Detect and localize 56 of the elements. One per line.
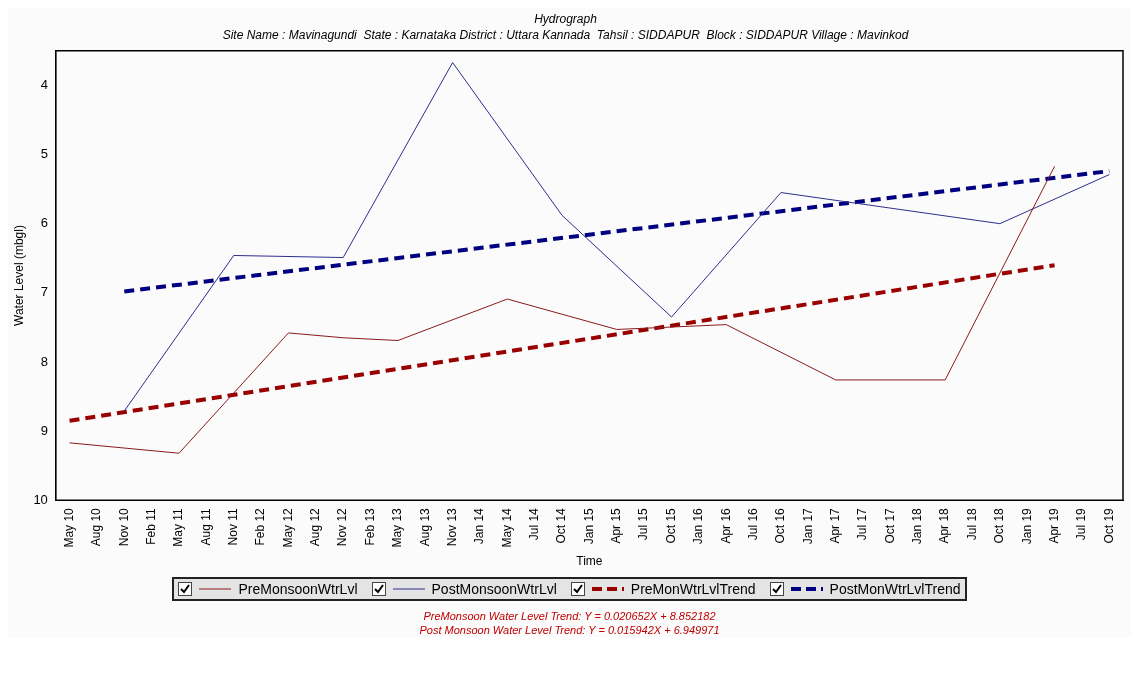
legend-label: PostMonsoonWtrLvl [431,581,557,597]
x-tick-label: May 10 [61,507,76,548]
x-tick-label: Apr 16 [718,507,733,544]
x-tick-label: Apr 18 [937,507,952,544]
x-tick-label: Jul 17 [855,507,870,541]
x-tick-label: Apr 17 [828,507,843,544]
chart-title: Hydrograph [534,11,598,26]
legend-label: PostMonWtrLvlTrend [829,581,961,597]
y-tick-label: 4 [40,76,48,92]
y-tick-label: 8 [40,353,48,369]
text: PreMonsoon Water Level Trend: Y = 0.020652X + 8.852182 [422,609,717,623]
x-tick-label: May 13 [390,507,405,548]
y-tick-label: 6 [40,215,48,231]
x-tick-label: Jul 15 [636,507,651,541]
x-tick-label: Jul 19 [1074,507,1089,541]
y-tick-label: 7 [40,284,48,300]
x-tick-label: Jul 16 [745,507,760,541]
x-tick-label: May 14 [499,507,514,548]
x-tick-label: Aug 10 [89,507,104,547]
x-tick-label: Jan 17 [800,507,815,545]
x-tick-label: Aug 12 [308,507,323,547]
x-tick-label: Oct 15 [663,507,678,544]
x-tick-label: May 12 [280,507,295,548]
x-tick-label: Oct 17 [882,507,897,544]
x-tick-label: Jul 14 [527,507,542,541]
legend-label: PreMonsoonWtrLvl [238,581,358,597]
x-tick-label: Oct 16 [773,507,788,544]
x-axis-title: Time [576,554,603,569]
x-tick-label: Aug 11 [198,507,213,546]
x-tick-label: Aug 13 [417,507,432,547]
y-tick-label: 9 [40,422,48,438]
chart-subtitle: Site Name : Mavinagundi State : Karnataka District : Uttara Kannada Tahsil : SIDDAPUR Block : SIDDAPUR Village : Mavinkod [222,27,909,42]
x-tick-label: Nov 11 [226,507,241,546]
x-tick-label: Nov 10 [116,507,131,547]
x-tick-label: May 11 [171,507,186,547]
x-tick-label: Jan 14 [472,507,487,545]
x-tick-label: Apr 19 [1046,507,1061,544]
x-tick-label: Jan 18 [910,507,925,545]
x-tick-label: Oct 18 [992,507,1007,544]
x-tick-label: Oct 14 [554,507,569,544]
x-tick-label: Oct 19 [1101,507,1116,544]
text: Post Monsoon Water Level Trend: Y = 0.015942X + 6.949971 [418,623,721,637]
x-tick-label: Jan 19 [1019,507,1034,545]
x-tick-label: Jan 16 [691,507,706,545]
x-tick-label: Apr 15 [609,507,624,544]
legend-label: PreMonWtrLvlTrend [630,581,756,597]
y-tick-label: 5 [40,146,48,162]
x-tick-label: Feb 11 [143,507,158,545]
y-axis-title: Water Level (mbgl) [11,225,26,326]
x-tick-label: Jul 18 [964,507,979,541]
x-tick-label: Nov 13 [444,507,459,547]
x-tick-label: Feb 13 [362,507,377,546]
x-tick-label: Nov 12 [335,507,350,547]
x-tick-label: Jan 15 [581,507,596,545]
y-tick-label: 10 [33,491,48,507]
x-tick-label: Feb 12 [253,507,268,546]
